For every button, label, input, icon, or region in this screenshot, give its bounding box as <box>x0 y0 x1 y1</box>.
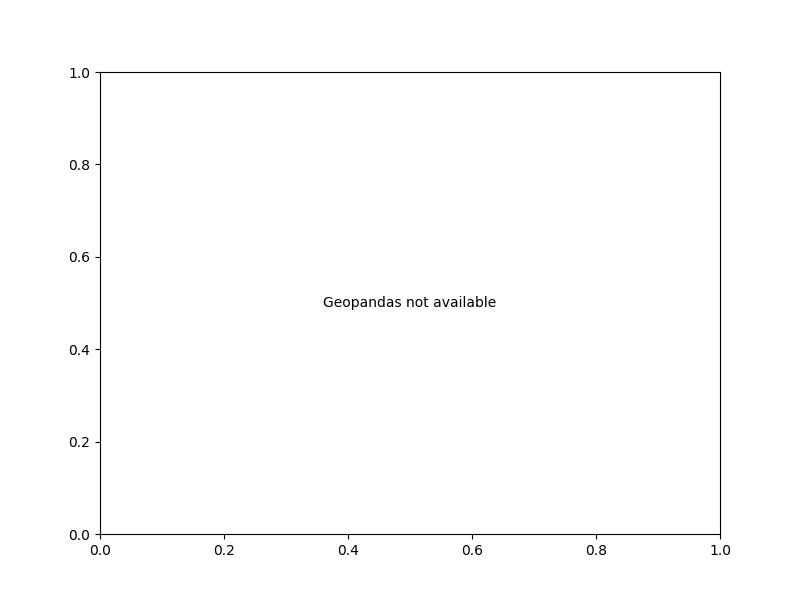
Text: Geopandas not available: Geopandas not available <box>323 296 497 310</box>
